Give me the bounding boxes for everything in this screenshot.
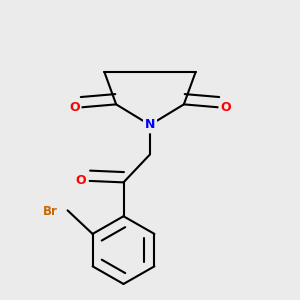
Text: O: O — [76, 174, 86, 188]
Text: O: O — [69, 101, 80, 114]
Text: O: O — [220, 101, 231, 114]
Text: Br: Br — [43, 205, 57, 218]
Text: N: N — [145, 118, 155, 131]
